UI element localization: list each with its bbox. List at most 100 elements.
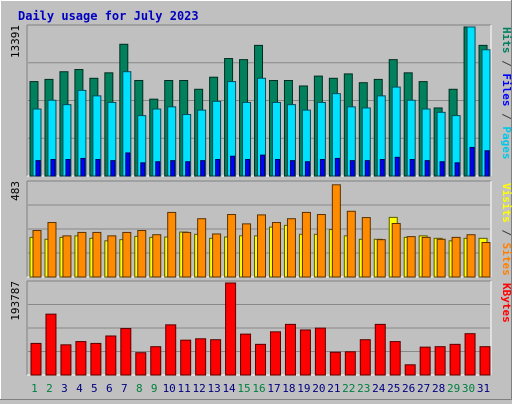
- bar-files-18: [289, 160, 295, 177]
- x-tick-label-26: 26: [402, 382, 415, 395]
- bar-sites-7: [122, 231, 132, 278]
- x-tick-label-23: 23: [357, 382, 370, 395]
- bar-kbytes-19: [299, 329, 311, 376]
- bar-sites-15: [242, 223, 252, 278]
- bar-sites-13: [212, 233, 222, 278]
- bar-kbytes-3: [60, 344, 72, 376]
- bar-kbytes-21: [329, 351, 341, 376]
- bar-kbytes-28: [434, 346, 446, 376]
- bar-kbytes-23: [359, 339, 371, 376]
- bar-files-31: [484, 150, 490, 177]
- x-tick-label-7: 7: [121, 382, 128, 395]
- legend-part-pages: Pages: [500, 126, 512, 159]
- legend-part-separator: /: [500, 107, 512, 127]
- x-tick-label-3: 3: [61, 382, 68, 395]
- bar-sites-14: [227, 214, 237, 278]
- x-tick-label-8: 8: [136, 382, 143, 395]
- bar-files-17: [274, 159, 280, 177]
- bar-kbytes-27: [419, 346, 431, 376]
- bar-kbytes-24: [374, 323, 386, 376]
- bar-files-14: [230, 155, 236, 177]
- bar-sites-30: [466, 234, 476, 278]
- bar-files-11: [185, 161, 191, 177]
- x-tick-label-11: 11: [178, 382, 191, 395]
- bar-kbytes-17: [269, 331, 281, 376]
- bar-kbytes-4: [75, 341, 87, 376]
- bar-sites-19: [301, 211, 311, 278]
- bar-kbytes-7: [120, 328, 132, 376]
- bar-kbytes-9: [150, 346, 162, 376]
- bar-kbytes-26: [404, 364, 416, 376]
- bar-files-5: [95, 159, 101, 177]
- bar-kbytes-1: [30, 342, 42, 376]
- bar-files-26: [409, 159, 415, 177]
- bar-sites-28: [436, 238, 446, 278]
- bar-sites-26: [406, 236, 416, 278]
- bar-sites-4: [77, 231, 87, 278]
- x-tick-label-14: 14: [222, 382, 236, 395]
- bar-files-16: [260, 154, 266, 177]
- bar-files-1: [35, 160, 41, 177]
- bar-kbytes-29: [449, 343, 461, 376]
- x-tick-label-19: 19: [297, 382, 310, 395]
- legend-part-files: Files: [500, 73, 512, 106]
- bar-files-10: [170, 160, 176, 177]
- x-tick-label-21: 21: [327, 382, 340, 395]
- bar-kbytes-15: [240, 333, 252, 376]
- panel-top: 13391 Hits / Files / Pages: [9, 24, 512, 177]
- legend-part-separator: /: [500, 54, 512, 74]
- panel-top-ymax-label: 13391: [9, 25, 22, 58]
- x-tick-label-1: 1: [31, 382, 38, 395]
- legend-part-hits: Hits: [500, 27, 512, 54]
- bar-sites-10: [167, 211, 177, 278]
- x-tick-label-28: 28: [432, 382, 445, 395]
- legend-part-kbytes: KBytes: [500, 283, 512, 323]
- bar-sites-25: [391, 222, 401, 278]
- bar-sites-9: [152, 234, 162, 278]
- bar-kbytes-8: [135, 352, 147, 376]
- bar-files-19: [304, 161, 310, 177]
- bar-sites-20: [316, 214, 326, 278]
- bar-kbytes-10: [165, 324, 177, 376]
- bar-kbytes-11: [180, 339, 192, 376]
- x-tick-label-24: 24: [372, 382, 386, 395]
- x-tick-label-9: 9: [151, 382, 158, 395]
- bar-kbytes-22: [344, 351, 356, 376]
- bar-files-8: [140, 162, 146, 177]
- x-tick-label-5: 5: [91, 382, 98, 395]
- x-tick-label-13: 13: [207, 382, 220, 395]
- bar-kbytes-14: [225, 282, 237, 376]
- bar-sites-11: [182, 231, 192, 278]
- bar-kbytes-2: [45, 313, 57, 376]
- panel-bottom-legend-label: KBytes: [500, 283, 512, 323]
- bar-kbytes-6: [105, 335, 117, 376]
- x-tick-label-12: 12: [193, 382, 206, 395]
- panel-middle-ymax-label: 483: [9, 181, 22, 201]
- bar-sites-23: [361, 217, 371, 278]
- bar-kbytes-12: [195, 338, 207, 376]
- bar-sites-2: [47, 222, 57, 278]
- bar-files-3: [65, 159, 71, 177]
- bar-files-24: [379, 159, 385, 177]
- bar-sites-22: [346, 210, 356, 278]
- x-tick-label-18: 18: [282, 382, 295, 395]
- x-tick-label-16: 16: [252, 382, 265, 395]
- bar-sites-18: [286, 218, 296, 278]
- bar-sites-6: [107, 235, 117, 278]
- x-tick-label-31: 31: [477, 382, 490, 395]
- chart-title: Daily usage for July 2023: [18, 9, 199, 23]
- bar-files-13: [215, 159, 221, 177]
- x-tick-label-15: 15: [237, 382, 250, 395]
- bar-files-22: [349, 160, 355, 177]
- bar-sites-17: [271, 222, 281, 278]
- bar-sites-27: [421, 236, 431, 278]
- bar-kbytes-5: [90, 342, 102, 376]
- bar-sites-8: [137, 230, 147, 278]
- bar-sites-24: [376, 239, 386, 278]
- bar-sites-29: [451, 236, 461, 278]
- bar-kbytes-18: [284, 323, 296, 376]
- x-tick-label-27: 27: [417, 382, 430, 395]
- bar-files-20: [319, 159, 325, 177]
- bar-sites-21: [331, 184, 341, 278]
